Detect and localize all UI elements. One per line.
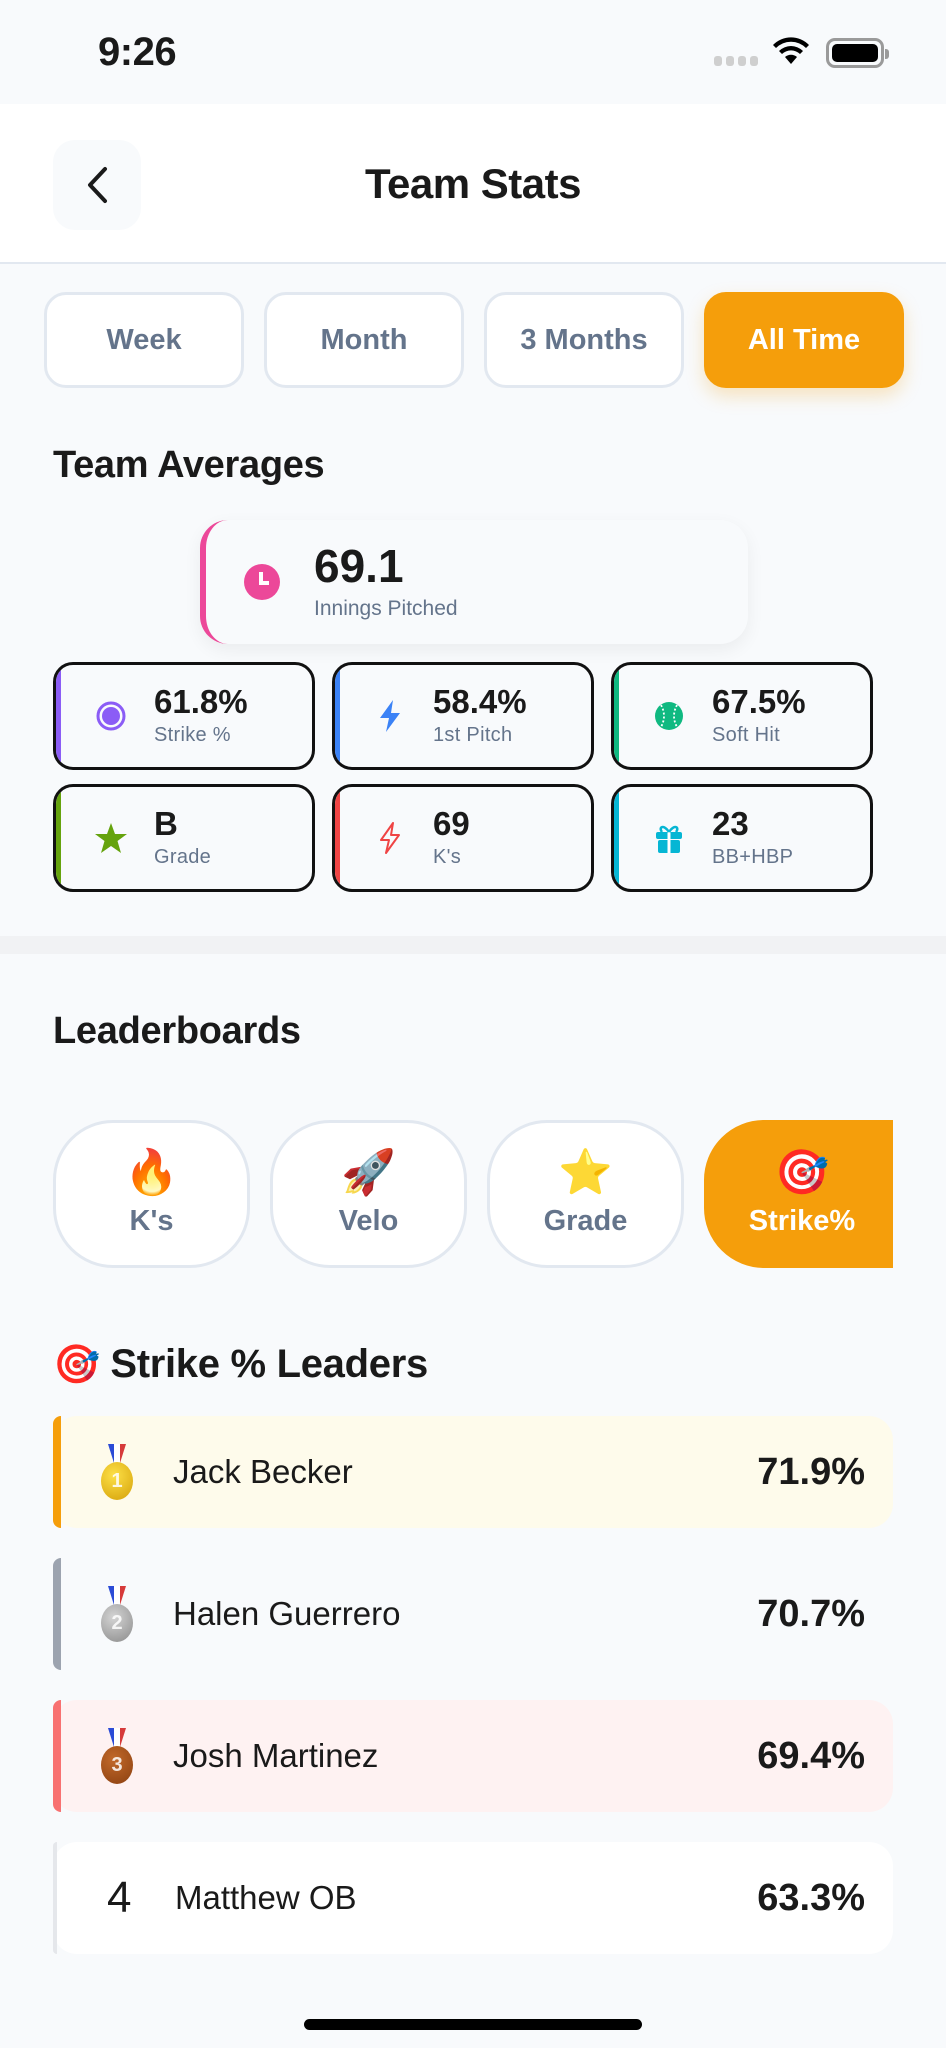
leaderboards-title: Leaderboards (53, 1010, 301, 1052)
stat-card-bb-hbp: 23 BB+HBP (611, 784, 873, 892)
stat-label: Grade (154, 846, 212, 868)
team-averages-title: Team Averages (53, 444, 325, 486)
chevron-left-icon (88, 167, 107, 203)
stat-label: K's (433, 846, 462, 868)
category-tab-ks[interactable]: 🔥 K's (53, 1120, 250, 1268)
gift-icon (652, 821, 686, 855)
category-tab-grade[interactable]: ⭐ Grade (487, 1120, 684, 1268)
rocket-icon: 🚀 (341, 1147, 396, 1197)
period-tabs: Week Month 3 Months All Time (44, 292, 904, 388)
leader-name: Josh Martinez (173, 1737, 379, 1774)
innings-pitched-label: Innings Pitched (314, 597, 458, 620)
innings-pitched-card: 69.1 Innings Pitched (200, 520, 748, 644)
status-time: 9:26 (98, 30, 177, 74)
category-label: K's (129, 1204, 174, 1237)
stat-card-grade: B Grade (53, 784, 315, 892)
status-bar: 9:26 (0, 0, 946, 104)
bullseye-icon: 🎯 (53, 1343, 101, 1386)
nav-header: Team Stats (0, 104, 946, 264)
stat-card-first-pitch: 58.4% 1st Pitch (332, 662, 594, 770)
back-button[interactable] (53, 140, 141, 230)
leader-rank: 4 (107, 1873, 132, 1922)
stat-card-soft-hit: 67.5% Soft Hit (611, 662, 873, 770)
category-label: Grade (543, 1204, 628, 1237)
page-title: Team Stats (365, 160, 581, 207)
stats-grid: 61.8% Strike % 58.4% 1st Pitch 67.5% Sof… (53, 662, 873, 892)
leaderboard-category-tabs[interactable]: 🔥 K's 🚀 Velo ⭐ Grade 🎯 Strike% (53, 1120, 893, 1270)
star-icon (94, 821, 128, 855)
leader-name: Matthew OB (175, 1879, 357, 1916)
leader-row[interactable]: 3 Josh Martinez 69.4% (53, 1700, 893, 1812)
stat-value: 67.5% (712, 683, 806, 720)
stat-value: 23 (712, 805, 749, 842)
leader-value: 70.7% (757, 1592, 865, 1635)
category-label: Velo (338, 1204, 399, 1237)
leader-name: Halen Guerrero (173, 1595, 401, 1632)
home-indicator[interactable] (304, 2019, 642, 2030)
tab-3-months[interactable]: 3 Months (484, 292, 684, 388)
leader-row[interactable]: 4 Matthew OB 63.3% (53, 1842, 893, 1954)
silver-medal-icon: 2 (97, 1586, 137, 1642)
stat-label: Strike % (154, 724, 231, 746)
leader-row[interactable]: 1 Jack Becker 71.9% (53, 1416, 893, 1528)
stat-value: 69 (433, 805, 470, 842)
cellular-signal-icon (714, 56, 758, 66)
stat-value: B (154, 805, 178, 842)
gold-medal-icon: 1 (97, 1444, 137, 1500)
category-tab-strike-pct[interactable]: 🎯 Strike% (704, 1120, 893, 1268)
wifi-icon (773, 37, 809, 64)
leader-value: 63.3% (757, 1876, 865, 1919)
bolt-outline-icon (373, 821, 407, 855)
tab-all-time[interactable]: All Time (704, 292, 904, 388)
innings-pitched-value: 69.1 (314, 540, 404, 592)
category-label: Strike% (748, 1204, 856, 1237)
fire-icon: 🔥 (124, 1147, 179, 1197)
bronze-medal-icon: 3 (97, 1728, 137, 1784)
leaders-title-text: Strike % Leaders (110, 1342, 428, 1386)
leader-name: Jack Becker (173, 1453, 353, 1490)
stat-value: 58.4% (433, 683, 527, 720)
leader-row[interactable]: 2 Halen Guerrero 70.7% (53, 1558, 893, 1670)
stat-value: 61.8% (154, 683, 248, 720)
target-dot-icon (94, 699, 128, 733)
section-divider (0, 936, 946, 954)
tab-month[interactable]: Month (264, 292, 464, 388)
leader-value: 69.4% (757, 1734, 865, 1777)
baseball-icon (652, 699, 686, 733)
stat-label: 1st Pitch (433, 724, 513, 746)
bullseye-icon: 🎯 (774, 1147, 830, 1197)
leaders-list-title: 🎯 Strike % Leaders (53, 1342, 428, 1387)
category-tab-velo[interactable]: 🚀 Velo (270, 1120, 467, 1268)
stat-card-strikeouts: 69 K's (332, 784, 594, 892)
star-icon: ⭐ (558, 1147, 613, 1197)
stat-label: Soft Hit (712, 724, 780, 746)
tab-week[interactable]: Week (44, 292, 244, 388)
leader-value: 71.9% (757, 1450, 865, 1493)
bolt-icon (373, 699, 407, 733)
stat-card-strike-pct: 61.8% Strike % (53, 662, 315, 770)
clock-icon (244, 564, 280, 600)
stat-label: BB+HBP (712, 846, 794, 868)
battery-icon (826, 38, 889, 68)
